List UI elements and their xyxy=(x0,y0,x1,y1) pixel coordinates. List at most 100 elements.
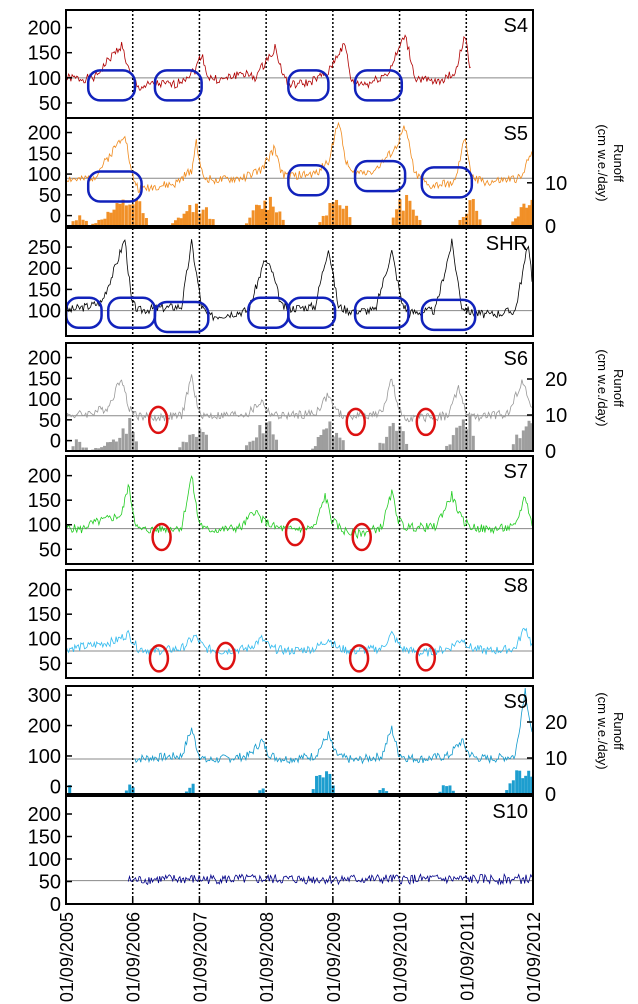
runoff-bar xyxy=(124,790,128,794)
runoff-bar xyxy=(71,221,75,226)
runoff-bar xyxy=(111,439,115,451)
series-line-s7 xyxy=(65,475,533,540)
panel-frame xyxy=(65,455,534,565)
rtick-label: 10 xyxy=(545,748,567,770)
runoff-bar xyxy=(515,770,519,794)
runoff-axis-label: Runoff xyxy=(611,369,626,407)
station-label: S9 xyxy=(504,691,528,713)
highlight-ellipse xyxy=(287,296,337,329)
runoff-bar xyxy=(511,780,515,794)
runoff-bar xyxy=(188,787,192,794)
station-label: S10 xyxy=(492,801,528,823)
panel-frame xyxy=(65,685,534,795)
highlight-ellipse xyxy=(415,407,437,437)
runoff-bar xyxy=(81,219,85,226)
highlight-ellipse xyxy=(151,522,172,552)
runoff-bar xyxy=(78,215,82,226)
runoff-bar xyxy=(385,791,389,794)
runoff-bar xyxy=(124,205,128,226)
runoff-axis-label: Runoff xyxy=(611,144,626,182)
runoff-bar xyxy=(378,442,382,451)
runoff-bar xyxy=(468,416,472,451)
runoff-bar xyxy=(97,448,101,451)
runoff-bar xyxy=(103,445,107,451)
runoff-bar xyxy=(138,201,142,226)
highlight-ellipse xyxy=(153,300,210,334)
runoff-bar xyxy=(527,205,531,226)
runoff-bar xyxy=(194,436,198,451)
series-line-s8 xyxy=(65,627,533,657)
runoff-bar xyxy=(68,785,72,794)
runoff-bar xyxy=(331,785,335,794)
runoff-bar xyxy=(415,215,419,226)
runoff-bar xyxy=(204,207,208,226)
runoff-bar xyxy=(508,783,512,794)
runoff-bar xyxy=(448,785,452,794)
highlight-ellipse xyxy=(353,296,410,329)
runoff-bar xyxy=(341,208,345,226)
xtick-label: 01/09/2010 xyxy=(391,912,411,1002)
runoff-bar xyxy=(263,200,267,226)
runoff-bar xyxy=(281,219,285,226)
rtick-label: 20 xyxy=(545,712,567,734)
highlight-ellipse xyxy=(420,166,474,199)
series-line-s10 xyxy=(127,872,533,886)
runoff-bar xyxy=(405,443,409,451)
ytick-label: 200 xyxy=(28,123,61,145)
runoff-bar xyxy=(204,434,208,451)
runoff-bar xyxy=(411,209,415,226)
runoff-bar xyxy=(395,209,399,226)
ytick-label: 200 xyxy=(28,18,61,40)
runoff-bar xyxy=(451,435,455,451)
runoff-bar xyxy=(530,776,534,794)
highlight-ellipse xyxy=(287,69,330,102)
runoff-bar xyxy=(258,790,262,794)
runoff-bar xyxy=(345,205,349,226)
xtick-label: 01/09/2012 xyxy=(524,912,544,1002)
ytick-label: 0 xyxy=(50,431,61,453)
runoff-bar xyxy=(278,211,282,226)
series-line-s6 xyxy=(65,374,533,423)
rtick-label: 0 xyxy=(545,784,556,806)
runoff-bar xyxy=(181,441,185,451)
runoff-bar xyxy=(527,770,531,794)
runoff-bar xyxy=(391,217,395,226)
runoff-bar xyxy=(388,426,392,451)
series-line-s9 xyxy=(134,687,533,765)
ytick-label: 50 xyxy=(39,93,61,115)
runoff-bar xyxy=(74,220,78,226)
runoff-bar xyxy=(201,209,205,226)
runoff-bar xyxy=(328,421,332,451)
ytick-label: 300 xyxy=(28,685,61,707)
runoff-bar xyxy=(325,428,329,451)
ytick-label: 150 xyxy=(28,604,61,626)
runoff-bar xyxy=(348,217,352,226)
runoff-bar xyxy=(178,447,182,451)
runoff-bar xyxy=(516,216,520,226)
runoff-bar xyxy=(275,212,279,226)
runoff-axis-unit: (cm w.e./day) xyxy=(595,124,610,201)
station-label: S5 xyxy=(504,123,528,145)
runoff-bar xyxy=(131,432,135,451)
panel-frame xyxy=(65,117,534,227)
xtick-label: 01/09/2009 xyxy=(324,912,344,1002)
runoff-bar xyxy=(91,223,95,226)
runoff-bar xyxy=(408,200,412,226)
rtick-label: 10 xyxy=(545,405,567,427)
highlight-ellipse xyxy=(287,164,330,197)
runoff-bar xyxy=(121,199,125,226)
ytick-label: 150 xyxy=(28,827,61,849)
runoff-bar xyxy=(468,200,472,226)
ytick-label: 200 xyxy=(28,258,61,280)
runoff-bar xyxy=(325,771,329,794)
ytick-label: 100 xyxy=(28,746,61,768)
runoff-bar xyxy=(313,446,317,451)
runoff-bar xyxy=(328,203,332,226)
series-line-s5 xyxy=(65,121,533,193)
runoff-bar xyxy=(115,203,119,226)
highlight-ellipse xyxy=(86,69,137,102)
highlight-ellipse xyxy=(148,405,169,435)
highlight-ellipse xyxy=(153,69,203,102)
